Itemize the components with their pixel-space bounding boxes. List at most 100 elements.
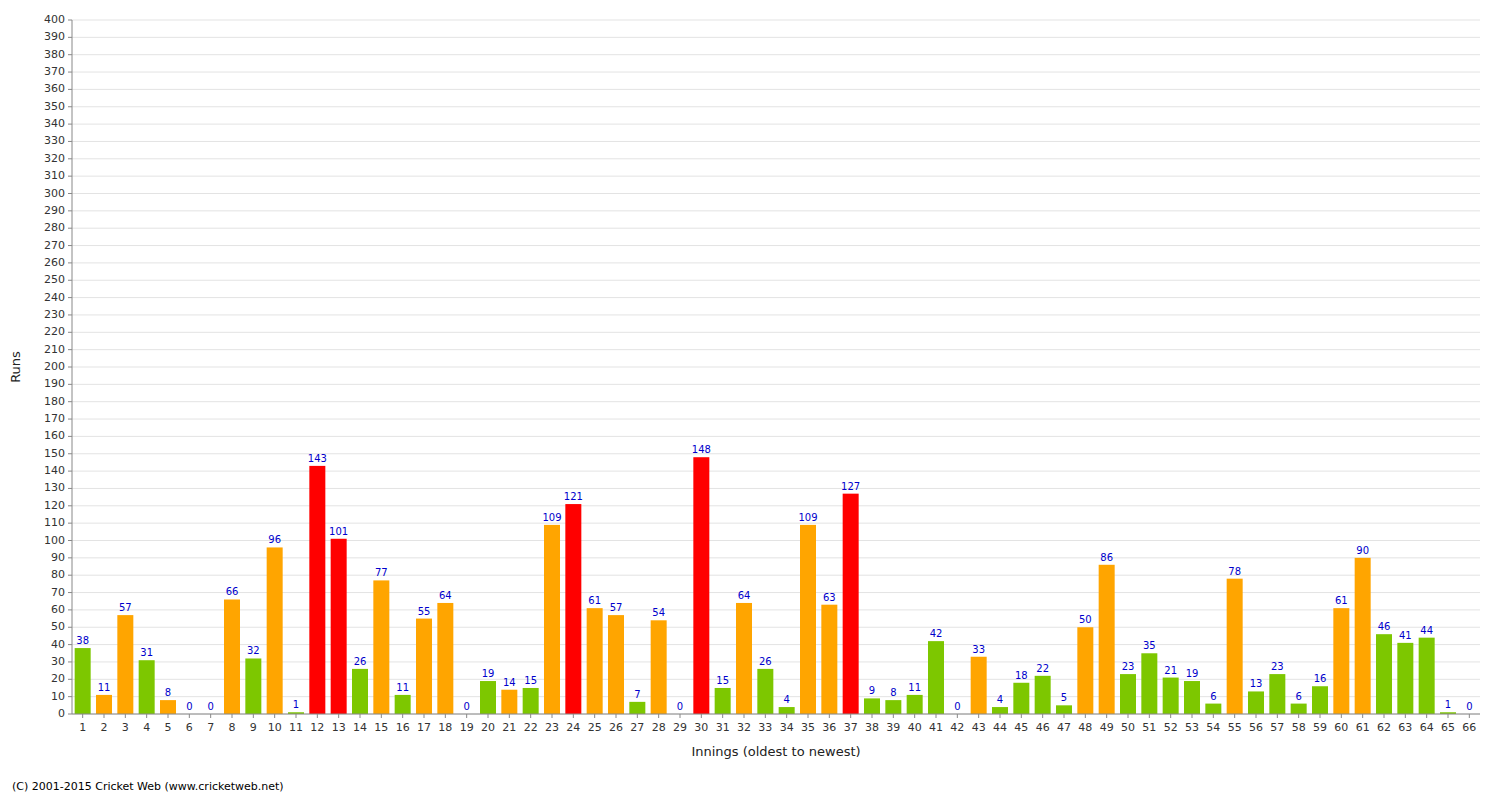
x-tick-label: 59 [1313, 721, 1327, 734]
bar [757, 669, 773, 714]
x-tick-label: 29 [673, 721, 687, 734]
x-tick-label: 57 [1270, 721, 1284, 734]
data-label: 57 [610, 602, 623, 613]
data-label: 31 [140, 647, 153, 658]
data-label: 19 [482, 668, 495, 679]
x-tick-label: 37 [844, 721, 858, 734]
x-tick-label: 12 [310, 721, 324, 734]
y-tick [68, 471, 72, 472]
x-tick-label: 33 [758, 721, 772, 734]
x-tick [914, 714, 915, 718]
bar [1376, 634, 1392, 714]
data-label: 77 [375, 567, 388, 578]
x-tick-label: 8 [229, 721, 236, 734]
data-label: 6 [1295, 691, 1301, 702]
y-tick-label: 0 [58, 707, 65, 720]
x-tick-label: 27 [630, 721, 644, 734]
y-tick-label: 290 [44, 204, 65, 217]
x-tick-label: 64 [1420, 721, 1434, 734]
grid-line [72, 89, 1480, 90]
x-tick [1469, 714, 1470, 718]
grid-line [72, 349, 1480, 350]
bar [1291, 704, 1307, 714]
grid-line [72, 714, 1480, 715]
x-tick-label: 22 [524, 721, 538, 734]
data-label: 15 [524, 675, 537, 686]
x-tick [1341, 714, 1342, 718]
data-label: 6 [1210, 691, 1216, 702]
x-tick [701, 714, 702, 718]
y-tick-label: 80 [51, 568, 65, 581]
grid-line [72, 488, 1480, 489]
bar [224, 599, 240, 714]
x-tick-label: 9 [250, 721, 257, 734]
y-tick [68, 609, 72, 610]
data-label: 8 [165, 687, 171, 698]
data-label: 4 [783, 694, 789, 705]
data-label: 54 [652, 607, 665, 618]
grid-line [72, 453, 1480, 454]
bar [608, 615, 624, 714]
data-label: 0 [1466, 701, 1472, 712]
grid-line [72, 471, 1480, 472]
y-tick [68, 106, 72, 107]
y-tick [68, 401, 72, 402]
data-label: 26 [354, 656, 367, 667]
grid-line [72, 644, 1480, 645]
x-tick [552, 714, 553, 718]
bar [139, 660, 155, 714]
x-tick-label: 7 [207, 721, 214, 734]
bar [1419, 638, 1435, 714]
grid-line [72, 419, 1480, 420]
data-label: 66 [226, 586, 239, 597]
y-tick-label: 140 [44, 464, 65, 477]
data-label: 109 [542, 512, 561, 523]
bar [928, 641, 944, 714]
data-label: 50 [1079, 614, 1092, 625]
bar [437, 603, 453, 714]
x-tick [808, 714, 809, 718]
data-label: 90 [1356, 545, 1369, 556]
data-label: 55 [418, 606, 431, 617]
data-label: 23 [1271, 661, 1284, 672]
bar [1163, 678, 1179, 714]
data-label: 127 [841, 481, 860, 492]
bar [245, 658, 261, 714]
x-tick-label: 30 [694, 721, 708, 734]
x-tick [1362, 714, 1363, 718]
grid-line [72, 262, 1480, 263]
y-tick [68, 523, 72, 524]
x-tick-label: 36 [822, 721, 836, 734]
x-tick [488, 714, 489, 718]
bar [587, 608, 603, 714]
y-tick [68, 644, 72, 645]
y-tick [68, 627, 72, 628]
bar [629, 702, 645, 714]
y-tick [68, 367, 72, 368]
x-tick-label: 20 [481, 721, 495, 734]
y-tick [68, 37, 72, 38]
data-label: 0 [207, 701, 213, 712]
data-label: 0 [186, 701, 192, 712]
bar [565, 504, 581, 714]
x-tick-label: 32 [737, 721, 751, 734]
x-axis-title: Innings (oldest to newest) [691, 744, 860, 759]
data-label: 46 [1378, 621, 1391, 632]
x-tick-label: 54 [1206, 721, 1220, 734]
grid [72, 20, 1480, 714]
y-tick [68, 193, 72, 194]
x-tick-label: 43 [972, 721, 986, 734]
data-label: 1 [293, 699, 299, 710]
grid-line [72, 280, 1480, 281]
y-tick [68, 349, 72, 350]
x-tick-label: 40 [908, 721, 922, 734]
bar [1056, 705, 1072, 714]
y-axis: 0102030405060708090100110120130140150160… [44, 13, 72, 720]
y-tick-label: 390 [44, 30, 65, 43]
x-tick-label: 50 [1121, 721, 1135, 734]
y-tick-label: 130 [44, 481, 65, 494]
data-label: 33 [972, 644, 985, 655]
x-tick-label: 11 [289, 721, 303, 734]
grid-line [72, 627, 1480, 628]
grid-line [72, 367, 1480, 368]
